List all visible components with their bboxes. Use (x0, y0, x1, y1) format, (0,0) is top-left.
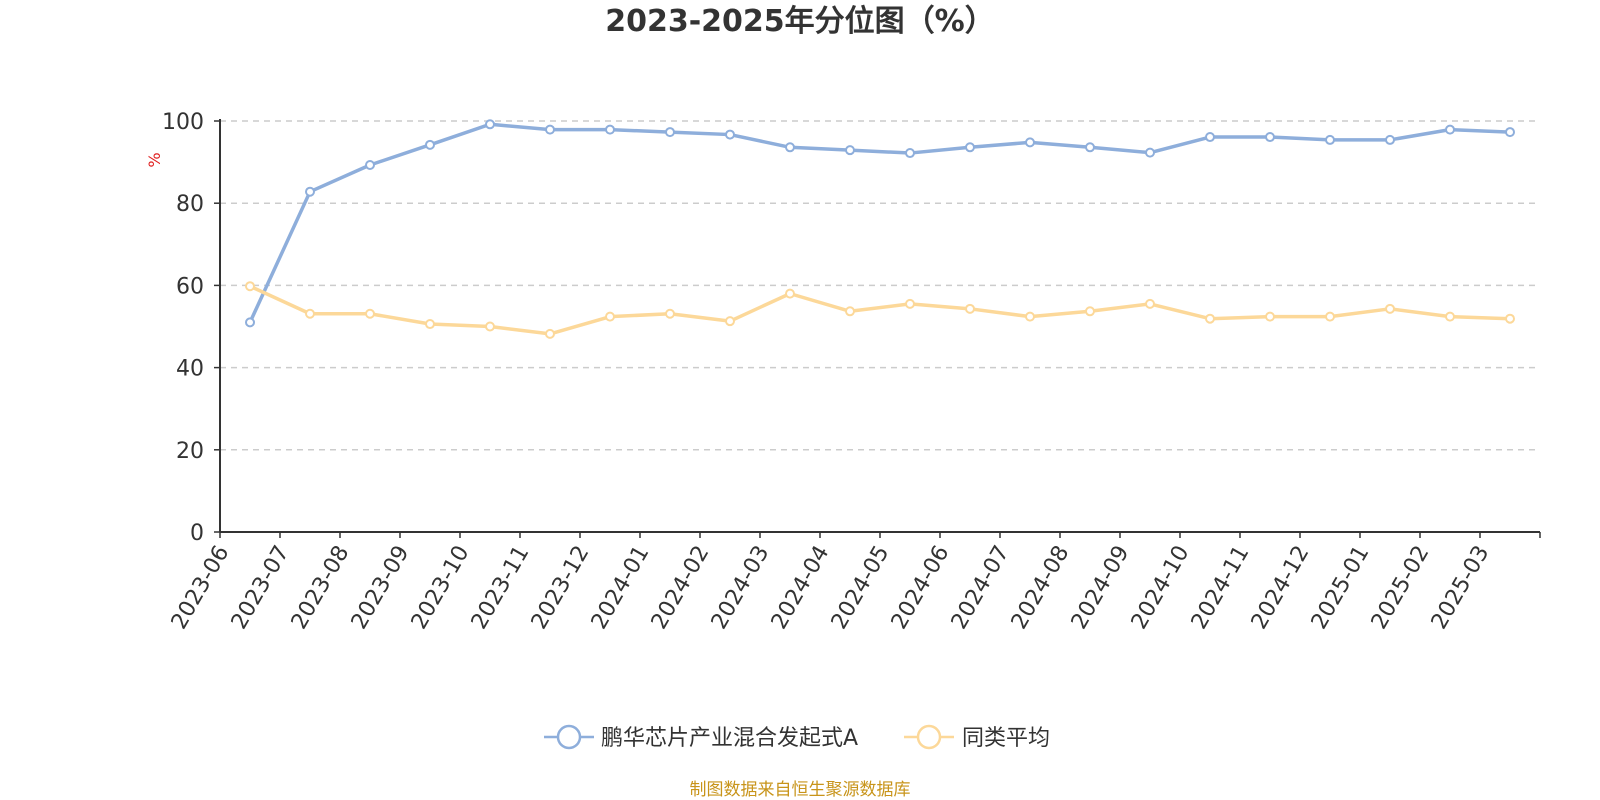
x-tick-label: 2025-03 (1427, 542, 1495, 634)
legend-marker-2 (916, 724, 942, 750)
series-2-point (605, 311, 615, 322)
series-2-point (545, 328, 555, 339)
chart-title: 2023-2025年分位图（%） (605, 4, 995, 39)
x-tick-label: 2025-02 (1367, 542, 1435, 634)
x-tick-label: 2024-09 (1067, 542, 1135, 634)
series-2-point (1505, 313, 1515, 324)
y-tick-label: 40 (176, 357, 204, 382)
series-1-point (1085, 142, 1095, 153)
x-tick-label: 2023-12 (527, 542, 595, 634)
series-2-point (725, 316, 735, 327)
series-2-point (1325, 311, 1335, 322)
y-tick-label: 0 (190, 521, 204, 546)
series-layer (245, 119, 1515, 339)
gridlines (220, 120, 1540, 451)
source-note: 制图数据来自恒生聚源数据库 (689, 780, 911, 800)
series-line-2 (248, 284, 1512, 336)
x-tick-label: 2024-01 (587, 542, 655, 634)
y-tick-label: 80 (176, 192, 204, 217)
x-tick-label: 2023-11 (467, 542, 535, 634)
series-2-point (485, 321, 495, 332)
series-2-point (785, 288, 795, 299)
series-1-point (965, 142, 975, 153)
legend: 鹏华芯片产业混合发起式A 同类平均 (544, 724, 1050, 751)
series-1-point (1265, 132, 1275, 143)
x-tick-label: 2024-11 (1187, 542, 1255, 634)
series-1-point (365, 159, 375, 170)
x-tick-label: 2023-07 (227, 542, 295, 634)
legend-marker-1 (556, 724, 582, 750)
series-2-point (1385, 303, 1395, 314)
series-1-point (845, 145, 855, 156)
series-2-point (845, 306, 855, 317)
series-1-point (725, 129, 735, 140)
x-tick-label: 2023-08 (287, 542, 355, 634)
series-2-point (1085, 306, 1095, 317)
series-2-point (1025, 311, 1035, 322)
series-1-point (1445, 124, 1455, 135)
series-1-point (1325, 134, 1335, 145)
x-tick-label: 2024-05 (827, 542, 895, 634)
y-tick-label: 20 (176, 439, 204, 464)
series-1-point (605, 124, 615, 135)
x-tick-label: 2024-12 (1247, 542, 1315, 634)
series-2-point (425, 319, 435, 330)
legend-label-2: 同类平均 (962, 726, 1050, 751)
series-1-point (1025, 137, 1035, 148)
series-1-point (905, 148, 915, 159)
series-1-point (1205, 132, 1215, 143)
series-2-point (1205, 313, 1215, 324)
series-2-point (965, 303, 975, 314)
legend-label-1: 鹏华芯片产业混合发起式A (601, 726, 858, 751)
x-tick-label: 2023-09 (347, 542, 415, 634)
y-tick-label: 60 (176, 274, 204, 299)
axes: 0 20 40 60 80 100 2023-062023-072023-082023-09… (162, 110, 1541, 634)
series-1-point (1385, 134, 1395, 145)
series-1-point (485, 119, 495, 130)
series-2-point (665, 308, 675, 319)
series-2-point (1145, 298, 1155, 309)
x-tick-label: 2023-10 (407, 542, 475, 634)
x-tick-label: 2024-04 (767, 542, 835, 634)
series-2-point (1265, 311, 1275, 322)
series-line-1 (248, 122, 1512, 325)
series-2-point (1445, 311, 1455, 322)
series-2-point (305, 308, 315, 319)
series-2-point (365, 308, 375, 319)
series-1-point (305, 186, 315, 197)
series-2-point (245, 281, 255, 292)
series-1-point (785, 142, 795, 153)
x-tick-label: 2024-07 (947, 542, 1015, 634)
series-1-point (665, 127, 675, 138)
x-tick-label: 2023-06 (167, 542, 235, 634)
y-axis-label: % (145, 152, 164, 167)
x-tick-label: 2025-01 (1307, 542, 1375, 634)
series-1-point (245, 317, 255, 328)
series-2-point (905, 298, 915, 309)
x-tick-label: 2024-06 (887, 542, 955, 634)
x-tick-label: 2024-08 (1007, 542, 1075, 634)
series-1-point (1145, 147, 1155, 158)
x-tick-label: 2024-02 (647, 542, 715, 634)
x-tick-label: 2024-10 (1127, 542, 1195, 634)
series-1-point (545, 124, 555, 135)
series-1-point (1505, 127, 1515, 138)
x-tick-label: 2024-03 (707, 542, 775, 634)
series-1-point (425, 139, 435, 150)
y-tick-label: 100 (162, 110, 204, 135)
